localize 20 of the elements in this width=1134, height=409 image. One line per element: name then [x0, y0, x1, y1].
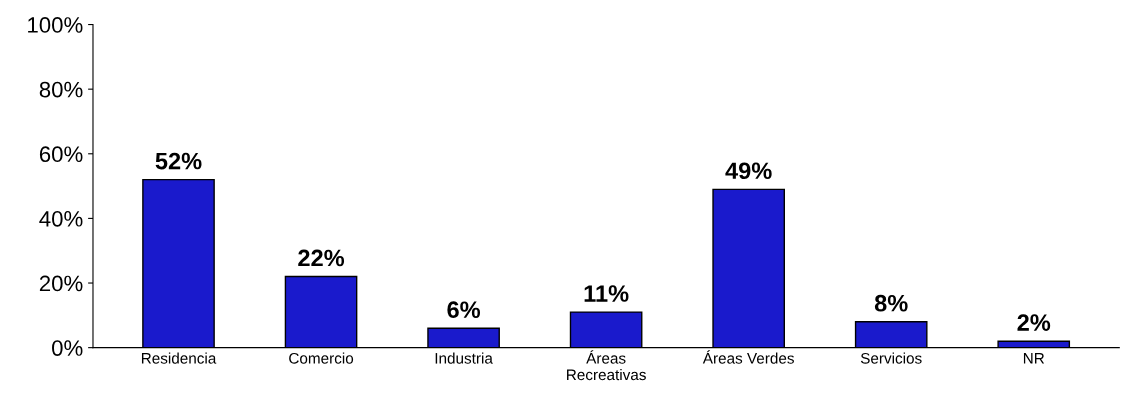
- data-label: 8%: [874, 294, 908, 312]
- x-tick-label: NR: [1023, 353, 1045, 364]
- x-tick-label: Industria: [435, 352, 493, 364]
- x-tick-label: Áreas Verdes: [702, 350, 794, 364]
- x-tick-label: Comercio: [289, 352, 354, 364]
- data-label: 52%: [155, 152, 202, 170]
- y-tick-label: 40%: [39, 210, 83, 227]
- data-label: 6%: [447, 301, 481, 319]
- y-tick-label: 0%: [52, 340, 83, 356]
- data-label: 2%: [1017, 314, 1051, 331]
- data-label: 22%: [298, 249, 345, 267]
- y-tick-label: 20%: [39, 275, 83, 292]
- x-tick-label: Residencia: [141, 352, 217, 364]
- y-tick-label: 100%: [28, 17, 83, 33]
- y-tick-label: 80%: [39, 81, 83, 98]
- data-label: 11%: [584, 285, 629, 302]
- x-tick-label: Áreas Recreativas: [567, 350, 646, 381]
- data-label: 49%: [725, 162, 772, 180]
- x-tick-label: Servicios: [860, 352, 922, 364]
- y-tick-label: 60%: [39, 146, 83, 163]
